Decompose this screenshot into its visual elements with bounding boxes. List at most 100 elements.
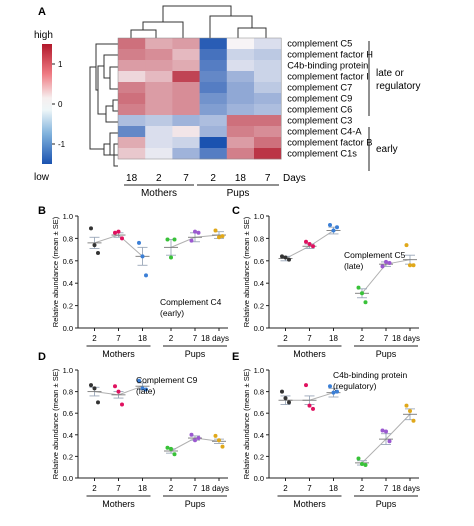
panel-letter-c: C: [232, 205, 240, 217]
y-tick-label: 0.4: [254, 279, 264, 288]
heatmap-cell: [145, 38, 173, 50]
x-tick-label: 18: [138, 484, 147, 493]
data-point: [172, 237, 177, 242]
x-tick-label: 7: [193, 334, 198, 343]
heatmap-cell: [199, 71, 228, 83]
data-point: [384, 429, 388, 434]
heatmap-cell: [118, 93, 146, 105]
heatmap-cell: [145, 137, 173, 149]
late-regulatory-bracket: late or regulatory: [368, 41, 420, 116]
heatmap-row-label: complement C5: [287, 39, 352, 49]
data-point: [311, 406, 315, 411]
heatmap-cell: [226, 148, 255, 160]
heatmap-row-label: complement factor H: [287, 50, 373, 60]
data-point: [311, 244, 315, 249]
panel-letter-b: B: [38, 205, 46, 217]
heatmap-cell: [226, 104, 255, 116]
days-label: Days: [283, 173, 306, 184]
heatmap-cell: [226, 60, 255, 72]
heatmap-cell: [199, 60, 228, 72]
y-tick-label: 0.0: [63, 324, 73, 333]
y-axis-label: Relative abundance (mean ± SE): [51, 368, 60, 479]
heatmap-cell: [226, 137, 255, 149]
heatmap-cell: [172, 115, 200, 127]
x-tick-label: 18: [329, 484, 338, 493]
data-point: [189, 432, 194, 437]
data-point: [411, 263, 416, 268]
heatmap-cell: [118, 60, 146, 72]
panel-letter-e: E: [232, 351, 239, 363]
data-point: [331, 228, 336, 233]
heatmap-cell: [145, 82, 173, 94]
panel-letter-d: D: [38, 351, 46, 363]
heatmap-cell: [118, 126, 146, 138]
heatmap-cell: [172, 82, 200, 94]
panel-subtitle: (late): [344, 261, 364, 271]
pups-group-label: Pups: [227, 188, 250, 199]
x-tick-label: 2: [169, 334, 174, 343]
heatmap-column-label: 7: [183, 173, 189, 184]
data-point: [193, 229, 197, 234]
heatmap-cell: [254, 148, 282, 160]
heatmap-row-label: complement C3: [287, 116, 352, 126]
mothers-group-label: Mothers: [293, 349, 326, 359]
heatmap-cell: [118, 115, 146, 127]
data-point: [280, 254, 284, 259]
heatmap-cell: [145, 71, 173, 83]
y-tick-label: 0.6: [254, 257, 264, 266]
heatmap-cell: [254, 104, 282, 116]
heatmap-border: [117, 37, 282, 160]
data-point: [144, 387, 148, 392]
pups-group-label: Pups: [376, 349, 397, 359]
heatmap-cell: [145, 104, 173, 116]
row-dendrogram: [89, 43, 118, 167]
data-point: [387, 261, 392, 266]
heatmap-cell: [226, 71, 255, 83]
heatmap-row-label: complement C1s: [287, 149, 357, 159]
data-point: [165, 445, 170, 450]
data-point: [280, 389, 284, 394]
x-tick-label: 18: [138, 334, 147, 343]
heatmap-cell: [172, 137, 200, 149]
data-point: [144, 273, 148, 278]
x-tick-label: 7: [307, 484, 312, 493]
data-point: [140, 254, 145, 259]
heatmap-cell: [199, 93, 228, 105]
y-tick-label: 1.0: [63, 212, 73, 221]
y-axis-label: Relative abundance (mean ± SE): [242, 368, 251, 479]
x-tick-label: 18 days: [392, 484, 420, 493]
data-point: [169, 446, 173, 451]
y-tick-label: 0.2: [254, 452, 264, 461]
heatmap-cell: [172, 71, 200, 83]
y-tick-label: 0.0: [63, 474, 73, 483]
heatmap-cell: [145, 60, 173, 72]
heatmap-cell: [199, 82, 228, 94]
colorbar: high low 1 0 -1: [34, 30, 66, 183]
heatmap-column-label: 2: [210, 173, 216, 184]
heatmap-cell: [145, 49, 173, 61]
data-point: [89, 383, 93, 388]
heatmap-cell: [172, 49, 200, 61]
heatmap-cell: [226, 38, 255, 50]
y-tick-label: 0.4: [254, 431, 264, 440]
data-point: [213, 433, 218, 438]
data-point: [408, 409, 412, 414]
panel-letter-a: A: [38, 6, 46, 18]
x-tick-label: 2: [283, 484, 288, 493]
x-tick-label: 7: [116, 334, 121, 343]
x-tick-label: 2: [169, 484, 174, 493]
data-point: [96, 400, 100, 405]
data-point: [328, 222, 332, 227]
heatmap-cell: [199, 38, 228, 50]
data-point: [213, 228, 218, 233]
pups-group-label: Pups: [185, 499, 206, 509]
x-tick-label: 18 days: [201, 334, 229, 343]
heatmap-cell: [226, 82, 255, 94]
heatmap-cell: [254, 60, 282, 72]
data-point: [96, 250, 100, 255]
data-point: [169, 255, 173, 260]
data-point: [411, 418, 416, 423]
data-point: [387, 439, 392, 444]
